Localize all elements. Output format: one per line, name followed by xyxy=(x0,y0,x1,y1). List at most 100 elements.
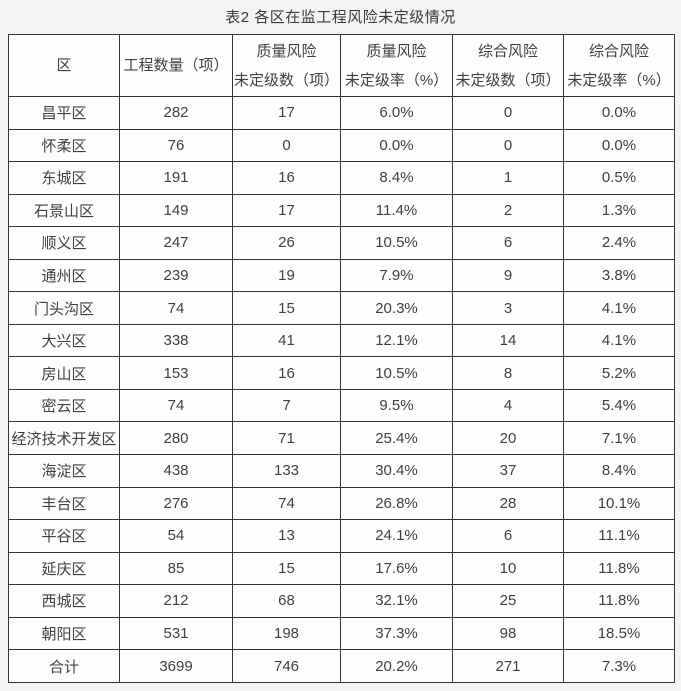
project-count-cell: 3699 xyxy=(119,649,233,683)
district-cell: 朝阳区 xyxy=(8,616,120,651)
district-cell: 经济技术开发区 xyxy=(8,421,120,456)
header-line: 综合风险 xyxy=(477,42,538,60)
quality-unrated-count-cell: 746 xyxy=(232,649,341,683)
comprehensive-unrated-count-cell: 271 xyxy=(452,649,564,683)
comprehensive-unrated-count-cell: 6 xyxy=(452,226,564,260)
col-header-quality-unrated-rate: 质量风险 未定级率（%） xyxy=(340,34,453,97)
district-cell: 顺义区 xyxy=(8,226,120,260)
quality-unrated-rate-cell: 37.3% xyxy=(340,616,453,651)
project-count-cell: 74 xyxy=(119,291,233,325)
quality-unrated-count-cell: 19 xyxy=(232,258,341,293)
district-cell: 怀柔区 xyxy=(8,128,120,163)
comprehensive-unrated-count-cell: 1 xyxy=(452,161,564,195)
quality-unrated-rate-cell: 7.9% xyxy=(340,258,453,293)
table-row: 延庆区 85 15 17.6% 10 11.8% xyxy=(8,551,675,586)
quality-unrated-rate-cell: 10.5% xyxy=(340,226,453,260)
quality-unrated-count-cell: 7 xyxy=(232,388,341,423)
project-count-cell: 153 xyxy=(119,356,233,390)
header-line: 未定级数（项） xyxy=(233,71,339,89)
quality-unrated-count-cell: 26 xyxy=(232,226,341,260)
quality-unrated-count-cell: 133 xyxy=(232,454,341,488)
quality-unrated-rate-cell: 11.4% xyxy=(340,193,453,228)
comprehensive-unrated-rate-cell: 11.8% xyxy=(563,584,675,618)
comprehensive-unrated-count-cell: 28 xyxy=(452,486,564,521)
district-cell: 海淀区 xyxy=(8,454,120,488)
quality-unrated-rate-cell: 24.1% xyxy=(340,519,453,553)
comprehensive-unrated-count-cell: 20 xyxy=(452,421,564,456)
project-count-cell: 531 xyxy=(119,616,233,651)
table-row: 通州区 239 19 7.9% 9 3.8% xyxy=(8,258,675,293)
quality-unrated-rate-cell: 30.4% xyxy=(340,454,453,488)
comprehensive-unrated-rate-cell: 7.3% xyxy=(563,649,675,683)
quality-unrated-count-cell: 0 xyxy=(232,128,341,163)
district-cell: 合计 xyxy=(8,649,120,683)
comprehensive-unrated-rate-cell: 4.1% xyxy=(563,323,675,358)
header-line: 未定级数（项） xyxy=(455,71,561,89)
district-cell: 房山区 xyxy=(8,356,120,390)
comprehensive-unrated-count-cell: 37 xyxy=(452,454,564,488)
quality-unrated-count-cell: 15 xyxy=(232,551,341,586)
col-header-comprehensive-unrated-rate: 综合风险 未定级率（%） xyxy=(563,34,675,97)
district-cell: 西城区 xyxy=(8,584,120,618)
table-row: 朝阳区 531 198 37.3% 98 18.5% xyxy=(8,616,675,651)
quality-unrated-count-cell: 16 xyxy=(232,161,341,195)
project-count-cell: 76 xyxy=(119,128,233,163)
project-count-cell: 212 xyxy=(119,584,233,618)
header-row: 区 工程数量（项） 质量风险 未定级数（项） 质量风险 未定级率（%） 综合风险… xyxy=(8,34,675,97)
header-line: 质量风险 xyxy=(366,42,427,60)
table-row: 昌平区 282 17 6.0% 0 0.0% xyxy=(8,96,675,130)
table-header: 区 工程数量（项） 质量风险 未定级数（项） 质量风险 未定级率（%） 综合风险… xyxy=(8,34,675,97)
quality-unrated-count-cell: 74 xyxy=(232,486,341,521)
header-line: 综合风险 xyxy=(588,42,649,60)
comprehensive-unrated-rate-cell: 10.1% xyxy=(563,486,675,521)
district-cell: 东城区 xyxy=(8,161,120,195)
table-row: 东城区 191 16 8.4% 1 0.5% xyxy=(8,161,675,195)
quality-unrated-rate-cell: 9.5% xyxy=(340,388,453,423)
district-cell: 门头沟区 xyxy=(8,291,120,325)
quality-unrated-rate-cell: 12.1% xyxy=(340,323,453,358)
project-count-cell: 149 xyxy=(119,193,233,228)
table-row: 密云区 74 7 9.5% 4 5.4% xyxy=(8,388,675,423)
project-count-cell: 438 xyxy=(119,454,233,488)
comprehensive-unrated-count-cell: 14 xyxy=(452,323,564,358)
table-row: 海淀区 438 133 30.4% 37 8.4% xyxy=(8,454,675,488)
header-line: 工程数量（项） xyxy=(123,57,229,74)
table-row: 平谷区 54 13 24.1% 6 11.1% xyxy=(8,519,675,553)
comprehensive-unrated-count-cell: 8 xyxy=(452,356,564,390)
project-count-cell: 191 xyxy=(119,161,233,195)
header-line: 质量风险 xyxy=(256,42,317,60)
district-cell: 通州区 xyxy=(8,258,120,293)
table-row: 房山区 153 16 10.5% 8 5.2% xyxy=(8,356,675,390)
quality-unrated-rate-cell: 0.0% xyxy=(340,128,453,163)
header-line: 未定级率（%） xyxy=(344,71,449,89)
comprehensive-unrated-rate-cell: 11.1% xyxy=(563,519,675,553)
quality-unrated-count-cell: 71 xyxy=(232,421,341,456)
project-count-cell: 74 xyxy=(119,388,233,423)
comprehensive-unrated-rate-cell: 11.8% xyxy=(563,551,675,586)
comprehensive-unrated-count-cell: 4 xyxy=(452,388,564,423)
comprehensive-unrated-rate-cell: 2.4% xyxy=(563,226,675,260)
comprehensive-unrated-count-cell: 0 xyxy=(452,96,564,130)
col-header-district: 区 xyxy=(8,34,120,97)
comprehensive-unrated-rate-cell: 5.2% xyxy=(563,356,675,390)
comprehensive-unrated-rate-cell: 0.0% xyxy=(563,128,675,163)
comprehensive-unrated-count-cell: 98 xyxy=(452,616,564,651)
project-count-cell: 239 xyxy=(119,258,233,293)
comprehensive-unrated-rate-cell: 5.4% xyxy=(563,388,675,423)
quality-unrated-rate-cell: 20.2% xyxy=(340,649,453,683)
quality-unrated-rate-cell: 20.3% xyxy=(340,291,453,325)
project-count-cell: 280 xyxy=(119,421,233,456)
comprehensive-unrated-count-cell: 9 xyxy=(452,258,564,293)
quality-unrated-count-cell: 68 xyxy=(232,584,341,618)
quality-unrated-rate-cell: 25.4% xyxy=(340,421,453,456)
quality-unrated-count-cell: 16 xyxy=(232,356,341,390)
project-count-cell: 338 xyxy=(119,323,233,358)
quality-unrated-rate-cell: 10.5% xyxy=(340,356,453,390)
comprehensive-unrated-rate-cell: 0.0% xyxy=(563,96,675,130)
quality-unrated-rate-cell: 26.8% xyxy=(340,486,453,521)
comprehensive-unrated-count-cell: 6 xyxy=(452,519,564,553)
table-row: 门头沟区 74 15 20.3% 3 4.1% xyxy=(8,291,675,325)
district-cell: 石景山区 xyxy=(8,193,120,228)
comprehensive-unrated-rate-cell: 3.8% xyxy=(563,258,675,293)
table-row: 怀柔区 76 0 0.0% 0 0.0% xyxy=(8,128,675,163)
